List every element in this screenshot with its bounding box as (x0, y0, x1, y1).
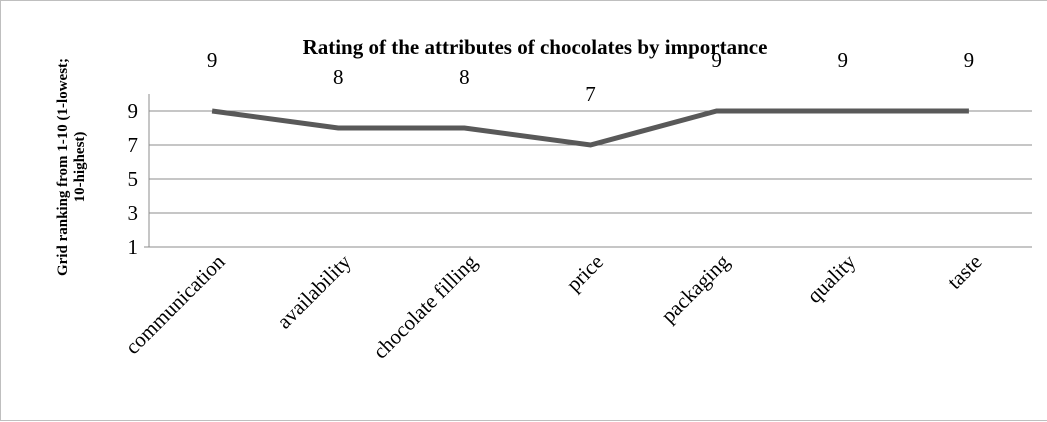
y-axis-title: Grid ranking from 1-10 (1-lowest; 10-hig… (55, 58, 88, 276)
y-tick-labels: 1 3 5 7 9 (128, 99, 139, 259)
x-tick-label-0: communication (120, 249, 230, 359)
x-tick-label-6: taste (942, 250, 986, 294)
series-line-0 (211, 108, 969, 148)
data-label-1: 8 (333, 65, 344, 89)
y-tick-label-1: 1 (128, 235, 139, 259)
y-tick-label-5: 5 (128, 167, 139, 191)
data-label-4: 9 (711, 48, 722, 72)
y-tick-label-9: 9 (128, 99, 139, 123)
y-axis-title-line-2: 10-highest) (72, 132, 88, 203)
y-tick-label-3: 3 (128, 201, 139, 225)
x-tick-label-3: price (561, 250, 608, 297)
data-label-0: 9 (207, 48, 218, 72)
chart-title: Rating of the attributes of chocolates b… (303, 35, 768, 59)
x-tick-label-2: chocolate filling (368, 249, 482, 363)
data-label-3: 7 (585, 82, 596, 106)
data-label-2: 8 (459, 65, 470, 89)
x-tick-label-5: quality (802, 249, 861, 308)
data-label-6: 9 (964, 48, 975, 72)
y-axis-title-line-1: Grid ranking from 1-10 (1-lowest; (55, 58, 71, 276)
gridlines (149, 110, 1032, 214)
x-tick-labels: communication availability chocolate filli… (120, 249, 986, 363)
series-layer (211, 108, 969, 148)
data-label-5: 9 (838, 48, 849, 72)
axes (144, 94, 1032, 248)
y-tick-label-7: 7 (128, 133, 139, 157)
x-tick-label-1: availability (272, 249, 356, 333)
data-labels: 9 8 8 7 9 9 9 (207, 48, 974, 106)
x-tick-label-4: packaging (656, 249, 734, 327)
